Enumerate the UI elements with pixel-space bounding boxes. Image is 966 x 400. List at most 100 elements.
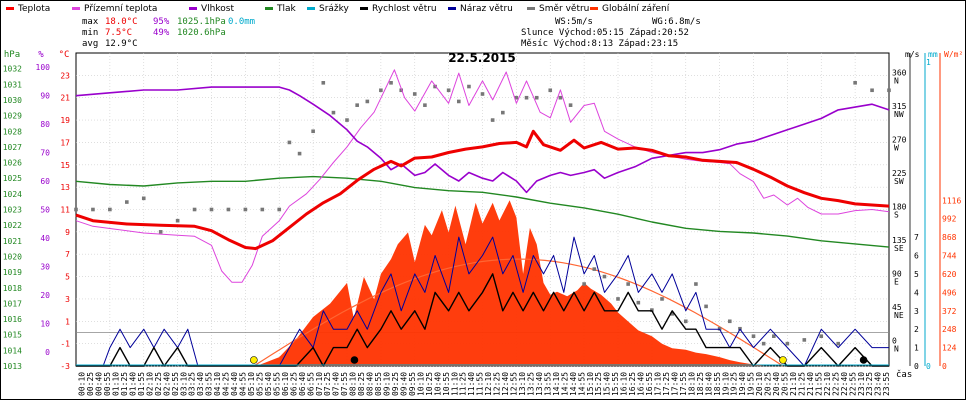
series-line-teplota <box>75 129 890 251</box>
direction-point <box>260 207 265 212</box>
axes-layer: hPa% °C1013101410151016101710181019102010… <box>3 50 964 396</box>
direction-point <box>321 81 326 85</box>
wind-tick-label: 3 <box>914 307 919 316</box>
direction-point <box>568 103 573 107</box>
direction-tick-label: NE <box>894 311 904 320</box>
time-tick-label: 18:25 <box>696 372 705 396</box>
time-tick-label: 01:55 <box>137 372 146 396</box>
series-line-p-zemn-teplota <box>75 69 890 283</box>
direction-tick-value: 225 <box>892 169 907 178</box>
stats-max-hum: 95% <box>153 17 170 27</box>
direction-point <box>616 297 620 301</box>
time-tick-label: 20:25 <box>764 372 773 396</box>
direction-point <box>626 282 630 286</box>
direction-point <box>226 207 231 212</box>
radiation-tick-label: 496 <box>942 288 957 297</box>
direction-tick-value: 315 <box>892 102 907 111</box>
time-tick-label: 19:10 <box>721 372 730 396</box>
direction-point <box>727 319 732 324</box>
time-tick-label: 05:40 <box>264 372 273 396</box>
direction-point <box>91 207 95 212</box>
time-tick-label: 13:40 <box>535 372 544 396</box>
direction-tick-label: NW <box>894 110 904 119</box>
time-tick-label: 03:40 <box>196 372 205 396</box>
time-tick-label: 11:40 <box>467 372 476 396</box>
direction-point <box>125 200 129 204</box>
axis-unit-ms: m/s <box>905 50 920 59</box>
direction-point <box>345 118 349 122</box>
time-tick-label: 15:55 <box>611 372 620 396</box>
pressure-tick-label: 1019 <box>3 268 22 277</box>
direction-point <box>819 334 824 338</box>
time-tick-label: 05:10 <box>247 372 256 396</box>
direction-point <box>175 218 180 223</box>
time-tick-label: 01:40 <box>128 372 137 396</box>
legend-label: Náraz větru <box>460 4 513 14</box>
wind-gust-info: WG:6.8m/s <box>652 17 701 27</box>
rain-tick-label: 1 <box>926 58 931 67</box>
time-tick-label: 09:40 <box>399 372 408 396</box>
humidity-tick-label: 70 <box>40 149 50 158</box>
direction-point <box>870 88 874 93</box>
time-tick-label: 19:25 <box>730 372 739 396</box>
legend-swatch <box>6 7 14 10</box>
time-tick-label: 03:25 <box>188 372 197 396</box>
time-tick-label: 04:55 <box>239 372 248 396</box>
time-tick-label: 20:55 <box>781 372 790 396</box>
direction-point <box>412 92 417 96</box>
direction-point <box>423 103 427 107</box>
axis-unit-degc: °C <box>59 50 70 60</box>
humidity-tick-label: 80 <box>40 120 50 129</box>
direction-tick-value: 135 <box>892 236 907 245</box>
time-tick-label: 12:55 <box>510 372 519 396</box>
time-tick-label: 08:55 <box>374 372 383 396</box>
pressure-tick-label: 1032 <box>3 65 22 74</box>
time-tick-label: 23:40 <box>874 372 883 396</box>
temperature-tick-label: 5 <box>65 273 70 282</box>
direction-point <box>751 334 756 338</box>
direction-point <box>602 274 607 279</box>
time-tick-label: 16:40 <box>637 372 646 396</box>
time-tick-label: 00:55 <box>103 372 112 396</box>
time-tick-label: 09:55 <box>408 372 417 396</box>
time-tick-label: 20:40 <box>772 372 781 396</box>
radiation-tick-label: 372 <box>942 307 957 316</box>
time-tick-label: 06:25 <box>289 372 298 396</box>
legend-label: Srážky <box>319 4 350 14</box>
pressure-tick-label: 1022 <box>3 221 22 230</box>
time-tick-label: 04:25 <box>222 372 231 396</box>
time-tick-label: 13:25 <box>526 372 535 396</box>
direction-point <box>802 338 807 342</box>
humidity-tick-label: 20 <box>40 291 50 300</box>
time-tick-label: 00:40 <box>95 372 104 396</box>
time-tick-label: 07:55 <box>340 372 349 396</box>
direction-point <box>446 88 451 93</box>
series-line-vlhkost <box>75 86 890 194</box>
legend-label: Tlak <box>276 4 297 14</box>
time-tick-label: 10:55 <box>442 372 451 396</box>
time-tick-label: 18:55 <box>713 372 722 396</box>
time-tick-label: 14:55 <box>577 372 586 396</box>
legend-label: Vlhkost <box>201 4 234 14</box>
time-tick-label: 11:25 <box>459 372 468 396</box>
direction-point <box>158 230 163 234</box>
legend-label: Globální záření <box>602 4 670 14</box>
humidity-tick-label: 50 <box>40 206 50 215</box>
chart-title: 22.5.2015 <box>448 51 516 65</box>
temperature-tick-label: -1 <box>60 340 70 349</box>
time-tick-label: 06:10 <box>281 372 290 396</box>
direction-tick-value: 360 <box>892 68 907 77</box>
wind-tick-label: 0 <box>914 362 919 371</box>
direction-tick-label: S <box>894 211 899 220</box>
radiation-tick-label: 248 <box>942 325 957 334</box>
time-tick-label: 08:10 <box>349 372 358 396</box>
temperature-tick-label: 13 <box>60 183 70 192</box>
direction-point <box>853 81 857 85</box>
time-tick-label: 09:10 <box>383 372 392 396</box>
pressure-tick-label: 1030 <box>3 96 22 105</box>
time-tick-label: 03:10 <box>179 372 188 396</box>
time-tick-label: 07:40 <box>332 372 341 396</box>
direction-point <box>467 84 471 89</box>
wind-tick-label: 7 <box>914 233 919 242</box>
axis-unit-wm2: W/m² <box>944 50 963 59</box>
